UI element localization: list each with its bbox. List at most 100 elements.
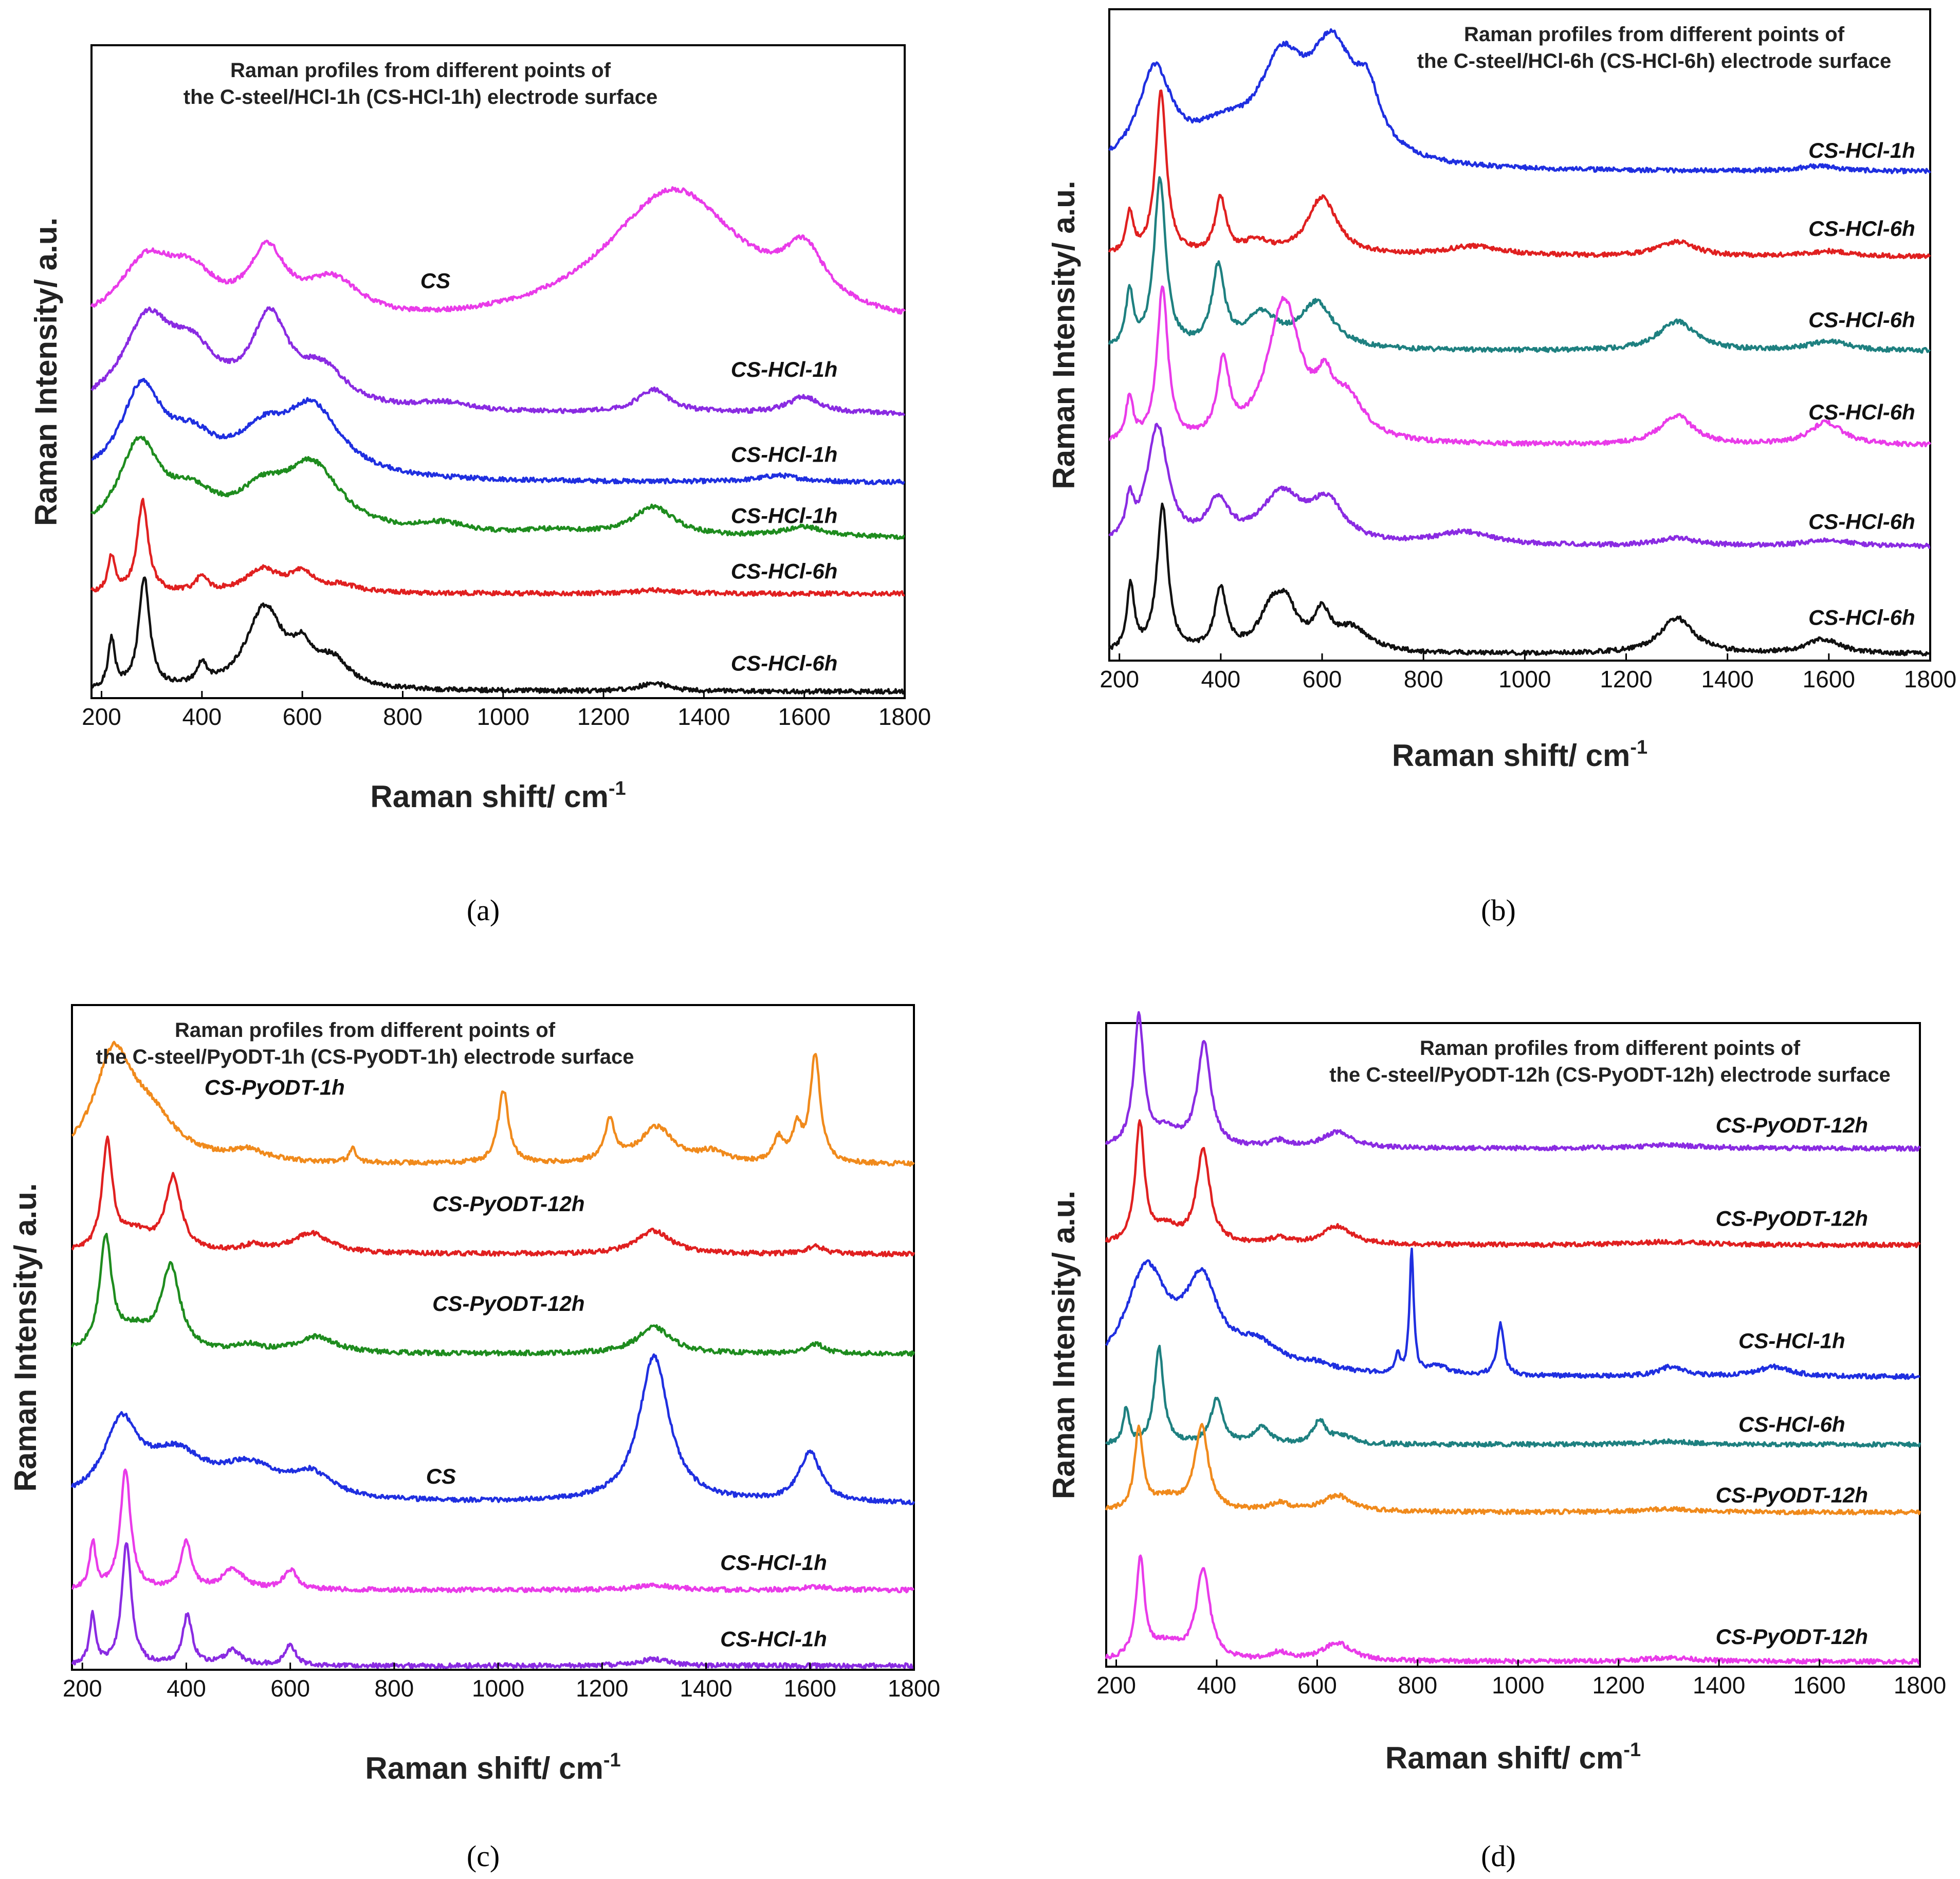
- series-label: CS-HCl-1h: [731, 357, 838, 381]
- panel-b: 200 400 600 800 1000 1200 1400 1600 1800 Raman sh…: [1047, 8, 1956, 927]
- x-tick-label: 400: [1201, 666, 1241, 692]
- series-line-6: [1108, 502, 1931, 656]
- x-tick-label: 1200: [577, 703, 630, 730]
- series-line-6: [90, 576, 906, 695]
- x-tick-label: 1400: [680, 1675, 732, 1702]
- series-label: CS-PyODT-12h: [1716, 1625, 1868, 1649]
- x-tick-label: 1200: [1600, 666, 1652, 692]
- x-tick-label: 600: [1297, 1672, 1337, 1699]
- x-tick-label: 1000: [1492, 1672, 1544, 1699]
- y-axis-label: Raman Intensity/ a.u.: [1047, 180, 1081, 489]
- series-label: CS: [420, 268, 450, 293]
- series-line-5: [1108, 423, 1931, 549]
- chart-title-line-2: the C-steel/PyODT-1h (CS-PyODT-1h) elect…: [96, 1046, 634, 1068]
- x-tick-label: 200: [1096, 1672, 1136, 1699]
- panel-d: 200 400 600 800 1000 1200 1400 1600 1800 Raman sh…: [1047, 1011, 1946, 1873]
- series-label: CS-HCl-6h: [1808, 307, 1915, 332]
- panel-caption: (a): [467, 893, 500, 927]
- x-axis: 200 400 600 800 1000 1200 1400 1600 1800: [63, 1663, 940, 1702]
- x-tick-label: 400: [1197, 1672, 1237, 1699]
- x-tick-label: 1600: [784, 1675, 836, 1702]
- chart-title-line-1: Raman profiles from different points of: [175, 1019, 556, 1042]
- series-label: CS-PyODT-1h: [205, 1075, 345, 1100]
- plot-frame: [71, 1004, 915, 1671]
- x-tick-label: 200: [1100, 666, 1139, 692]
- series-line-6: [1105, 1554, 1921, 1665]
- x-tick-label: 1800: [888, 1675, 940, 1702]
- series-label: CS-HCl-6h: [731, 559, 838, 583]
- panel-a: 200 400 600 800 1000 1200 1400 1600 1800 Raman sh…: [29, 44, 931, 927]
- series-line-2: [90, 306, 905, 416]
- x-axis-label: Raman shift/ cm-1: [365, 1749, 620, 1785]
- series-label: CS: [426, 1464, 456, 1488]
- x-tick-label: 800: [383, 703, 423, 730]
- y-axis-label: Raman Intensity/ a.u.: [8, 1183, 43, 1491]
- series-line-6: [71, 1542, 914, 1669]
- x-tick-label: 600: [283, 703, 322, 730]
- plot-frame: [1108, 8, 1931, 662]
- series-line-1: [90, 186, 906, 315]
- series-line-2: [1108, 89, 1931, 260]
- series-line-4: [1105, 1344, 1921, 1448]
- panel-caption: (b): [1481, 893, 1516, 927]
- series-label: CS-HCl-1h: [731, 442, 838, 466]
- x-axis-label: Raman shift/ cm-1: [1385, 1739, 1641, 1775]
- x-tick-label: 600: [1303, 666, 1342, 692]
- series-line-4: [90, 435, 905, 540]
- x-tick-label: 1800: [878, 703, 931, 730]
- y-axis-label: Raman Intensity/ a.u.: [29, 217, 63, 526]
- series-label: CS-PyODT-12h: [1716, 1113, 1868, 1137]
- series-label: CS-HCl-6h: [1808, 605, 1915, 629]
- y-axis-label: Raman Intensity/ a.u.: [1047, 1191, 1081, 1499]
- x-axis: 200 400 600 800 1000 1200 1400 1600 1800: [1096, 1659, 1946, 1699]
- series-label: CS-HCl-1h: [720, 1627, 827, 1651]
- series-label: CS-HCl-6h: [1808, 509, 1915, 534]
- x-tick-label: 1600: [778, 703, 831, 730]
- x-tick-label: 800: [1398, 1672, 1437, 1699]
- series-label: CS-PyODT-12h: [432, 1291, 584, 1316]
- x-tick-label: 200: [63, 1675, 102, 1702]
- series-label: CS-HCl-1h: [1738, 1328, 1845, 1353]
- series-label: CS-PyODT-12h: [1716, 1483, 1868, 1507]
- series-label: CS-HCl-6h: [1808, 216, 1915, 241]
- chart-title-line-2: the C-steel/PyODT-12h (CS-PyODT-12h) ele…: [1329, 1064, 1890, 1086]
- series-line-4: [1109, 285, 1931, 448]
- x-tick-label: 1000: [472, 1675, 524, 1702]
- series-line-2: [71, 1135, 915, 1257]
- plot-frame: [90, 44, 906, 699]
- chart-title-line-1: Raman profiles from different points of: [1420, 1037, 1801, 1060]
- x-tick-label: 1000: [1498, 666, 1551, 692]
- x-tick-label: 200: [82, 703, 121, 730]
- x-axis: 200 400 600 800 1000 1200 1400 1600 1800: [1100, 653, 1956, 692]
- x-axis-label: Raman shift/ cm-1: [1392, 737, 1647, 773]
- x-tick-label: 800: [1404, 666, 1443, 692]
- series-line-1: [1108, 28, 1931, 175]
- series-line-2: [1105, 1119, 1921, 1248]
- series-line-1: [1105, 1011, 1921, 1152]
- series-label: CS-HCl-1h: [1808, 138, 1915, 162]
- series-line-1: [71, 1041, 915, 1167]
- series-line-4: [70, 1353, 915, 1505]
- x-axis: 200 400 600 800 1000 1200 1400 1600 1800: [82, 691, 931, 730]
- x-tick-label: 1800: [1904, 666, 1956, 692]
- series-line-3: [91, 378, 905, 485]
- chart-title-line-1: Raman profiles from different points of: [230, 59, 611, 82]
- chart-title-line-2: the C-steel/HCl-1h (CS-HCl-1h) electrode…: [184, 86, 657, 108]
- series-label: CS-PyODT-12h: [432, 1192, 584, 1216]
- chart-title-line-2: the C-steel/HCl-6h (CS-HCl-6h) electrode…: [1417, 50, 1891, 72]
- x-tick-label: 1400: [1701, 666, 1754, 692]
- series-label: CS-HCl-6h: [1808, 400, 1915, 424]
- x-tick-label: 1600: [1793, 1672, 1845, 1699]
- chart-title-line-1: Raman profiles from different points of: [1464, 23, 1845, 46]
- x-tick-label: 1000: [477, 703, 529, 730]
- x-tick-label: 1800: [1894, 1672, 1946, 1699]
- panel-caption: (c): [467, 1839, 500, 1873]
- x-tick-label: 800: [375, 1675, 414, 1702]
- series-label: CS-PyODT-12h: [1716, 1206, 1868, 1230]
- series-line-5: [71, 1468, 915, 1594]
- series-line-3: [70, 1232, 915, 1357]
- x-tick-label: 400: [182, 703, 222, 730]
- x-tick-label: 1200: [576, 1675, 628, 1702]
- panel-c: 200 400 600 800 1000 1200 1400 1600 1800 Raman sh…: [8, 1004, 940, 1873]
